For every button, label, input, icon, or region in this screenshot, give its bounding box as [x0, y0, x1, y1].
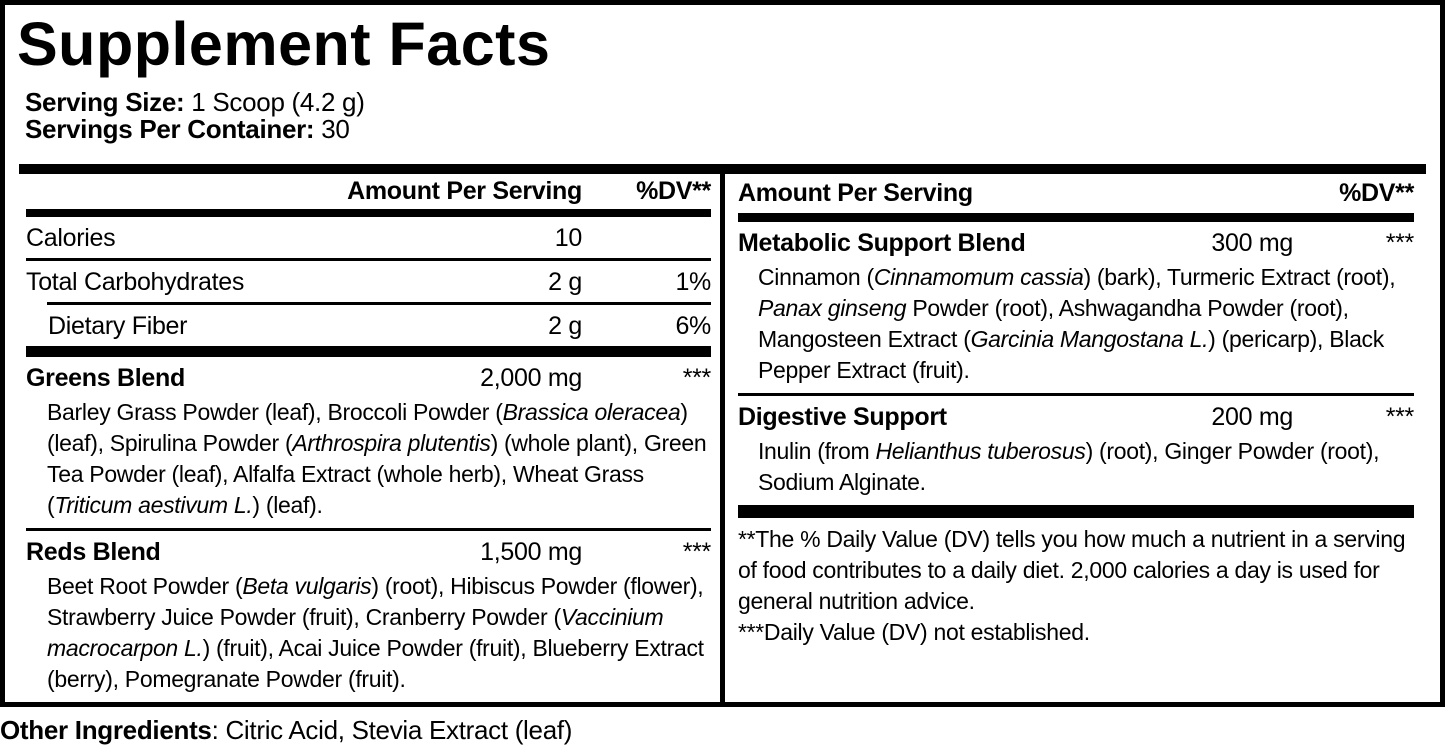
other-ingredients-value: : Citric Acid, Stevia Extract (leaf) — [211, 715, 573, 745]
amount-per-serving-header: Amount Per Serving — [347, 176, 582, 205]
nutrient-dv: 6% — [675, 311, 711, 340]
column-header-right: Amount Per Serving %DV** — [738, 174, 1414, 213]
blend-name: Greens Blend — [26, 364, 185, 393]
section-divider-bar — [26, 345, 711, 358]
blend-section-greens: Greens Blend 2,000 mg *** Barley Grass P… — [26, 357, 711, 528]
column-divider — [719, 174, 725, 702]
nutrient-row-calories: Calories 10 — [26, 217, 711, 258]
dv-footnotes: **The % Daily Value (DV) tells you how m… — [738, 518, 1414, 648]
blend-dv: *** — [1385, 403, 1415, 431]
servings-per-container-row: Servings Per Container: 30 — [25, 116, 1440, 143]
nutrient-amount: 2 g — [548, 267, 582, 296]
row-separator — [26, 528, 711, 532]
nutrient-name: Dietary Fiber — [48, 311, 188, 340]
blend-amount: 2,000 mg — [480, 364, 582, 393]
serving-size-label: Serving Size: — [25, 87, 185, 117]
nutrient-dv: 1% — [675, 267, 711, 296]
nutrient-name: Total Carbohydrates — [26, 267, 245, 296]
nutrient-amount: 10 — [554, 223, 583, 252]
blend-amount: 1,500 mg — [480, 538, 582, 567]
nutrient-row-total-carbohydrates: Total Carbohydrates 2 g 1% — [26, 261, 711, 302]
blend-name: Metabolic Support Blend — [737, 229, 1026, 257]
serving-size-row: Serving Size: 1 Scoop (4.2 g) — [25, 89, 1440, 116]
blend-amount: 200 mg — [1211, 403, 1293, 431]
facts-column-left: Amount Per Serving %DV** Calories 10 Tot… — [19, 174, 720, 702]
blend-ingredients: Inulin (from Helianthus tuberosus) (root… — [757, 438, 1380, 495]
other-ingredients-row: Other Ingredients: Citric Acid, Stevia E… — [0, 715, 572, 745]
serving-size-value: 1 Scoop (4.2 g) — [184, 87, 365, 117]
servings-per-container-label: Servings Per Container: — [25, 114, 315, 144]
blend-header-row: Reds Blend 1,500 mg *** — [26, 531, 711, 569]
top-divider-bar — [19, 164, 1426, 174]
section-divider-bar — [737, 505, 1414, 518]
row-separator — [737, 393, 1414, 396]
blend-dv: *** — [682, 538, 712, 567]
blend-header-row: Metabolic Support Blend 300 mg *** — [738, 222, 1414, 260]
header-divider-bar — [26, 208, 711, 217]
blend-section-digestive-support: Digestive Support 200 mg *** Inulin (fro… — [738, 396, 1414, 505]
blend-name: Digestive Support — [737, 403, 947, 431]
serving-info: Serving Size: 1 Scoop (4.2 g) Servings P… — [25, 89, 1440, 143]
blend-header-row: Digestive Support 200 mg *** — [738, 396, 1414, 434]
dv-footnote-daily-value: **The % Daily Value (DV) tells you how m… — [737, 526, 1406, 614]
blend-name: Reds Blend — [26, 538, 161, 567]
page-title: Supplement Facts — [17, 10, 551, 78]
servings-per-container-value: 30 — [314, 114, 350, 144]
nutrient-row-dietary-fiber: Dietary Fiber 2 g 6% — [26, 305, 711, 346]
nutrient-name: Calories — [26, 223, 116, 252]
other-ingredients-label: Other Ingredients — [0, 715, 212, 745]
blend-ingredients: Beet Root Powder (Beta vulgaris) (root),… — [47, 573, 704, 693]
blend-section-reds: Reds Blend 1,500 mg *** Beet Root Powder… — [26, 531, 711, 702]
dv-header: %DV** — [636, 176, 711, 205]
blend-dv: *** — [682, 364, 712, 393]
label-box: Supplement Facts Serving Size: 1 Scoop (… — [0, 0, 1445, 707]
dv-header: %DV** — [1339, 179, 1414, 207]
row-separator-indented — [47, 301, 711, 305]
header-divider-bar — [737, 213, 1414, 222]
blend-header-row: Greens Blend 2,000 mg *** — [26, 357, 711, 395]
amount-per-serving-header: Amount Per Serving — [737, 179, 973, 207]
blend-ingredients: Barley Grass Powder (leaf), Broccoli Pow… — [47, 399, 707, 519]
facts-column-right: Amount Per Serving %DV** Metabolic Suppo… — [725, 174, 1426, 702]
row-separator — [26, 257, 711, 261]
dv-footnote-not-established: ***Daily Value (DV) not established. — [737, 619, 1090, 645]
blend-ingredients: Cinnamon (Cinnamomum cassia) (bark), Tur… — [757, 264, 1396, 383]
blend-section-metabolic-support: Metabolic Support Blend 300 mg *** Cinna… — [738, 222, 1414, 393]
blend-dv: *** — [1385, 229, 1415, 257]
blend-amount: 300 mg — [1211, 229, 1293, 257]
nutrient-amount: 2 g — [548, 311, 582, 340]
facts-table: Amount Per Serving %DV** Calories 10 Tot… — [19, 174, 1426, 702]
column-header-left: Amount Per Serving %DV** — [26, 174, 711, 209]
